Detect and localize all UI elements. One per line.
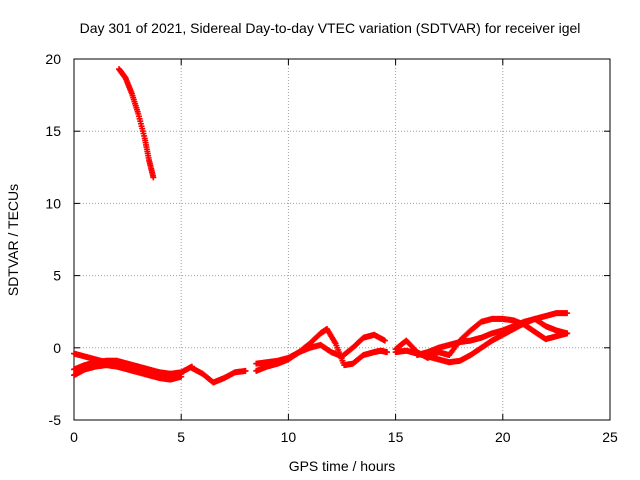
data-point (150, 174, 157, 181)
x-tick-label: 10 (281, 429, 297, 445)
y-tick-label: -5 (49, 412, 62, 428)
series-track-4 (188, 365, 249, 386)
y-axis-label: SDTVAR / TECUs (5, 184, 21, 296)
y-tick-label: 20 (45, 51, 61, 67)
series-track-9 (414, 315, 571, 359)
series-upper-arc (116, 66, 157, 181)
axis-ticks (73, 58, 611, 421)
data-point (384, 349, 391, 356)
x-tick-labels: 0 5 10 15 20 25 (70, 429, 618, 445)
data-points (71, 66, 571, 386)
x-axis-label: GPS time / hours (289, 458, 396, 474)
x-tick-label: 0 (70, 429, 78, 445)
series-track-6 (253, 331, 388, 374)
data-point (178, 373, 185, 380)
y-tick-label: 0 (53, 340, 61, 356)
x-tick-label: 15 (388, 429, 404, 445)
y-tick-label: 5 (53, 268, 61, 284)
y-tick-label: 15 (45, 123, 61, 139)
series-track-3 (71, 362, 185, 383)
series-track-7 (392, 315, 571, 361)
x-tick-label: 25 (602, 429, 618, 445)
data-point (564, 310, 571, 317)
grid (74, 59, 610, 420)
data-point (381, 337, 388, 344)
data-point (564, 330, 571, 337)
chart-title: Day 301 of 2021, Sidereal Day-to-day VTE… (80, 20, 581, 36)
plot-frame (73, 58, 611, 421)
x-tick-label: 5 (177, 429, 185, 445)
x-tick-label: 20 (495, 429, 511, 445)
y-tick-label: 10 (45, 195, 61, 211)
data-point (242, 367, 249, 374)
y-tick-labels: -5 0 5 10 15 20 (45, 51, 61, 428)
